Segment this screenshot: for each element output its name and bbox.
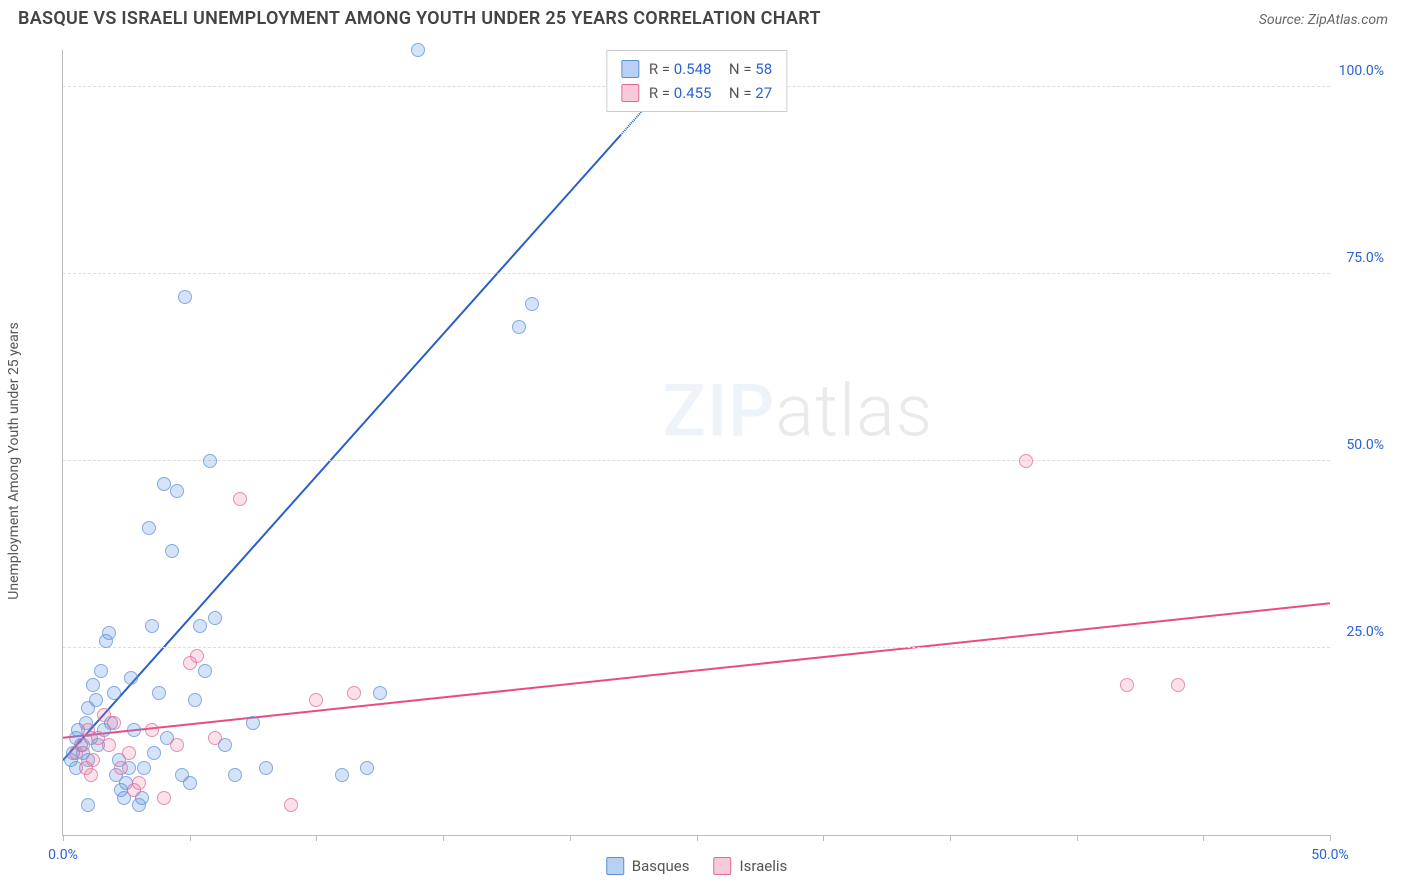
x-tick <box>316 835 317 841</box>
chart-container: Unemployment Among Youth under 25 years … <box>18 42 1388 880</box>
x-tick <box>1203 835 1204 841</box>
x-tick <box>823 835 824 841</box>
data-point <box>107 716 121 730</box>
data-point <box>183 776 197 790</box>
data-point <box>102 626 116 640</box>
data-point <box>208 611 222 625</box>
data-point <box>1120 678 1134 692</box>
watermark: ZIPatlas <box>662 369 933 454</box>
data-point <box>107 686 121 700</box>
y-tick-label: 75.0% <box>1346 250 1384 266</box>
data-point <box>137 761 151 775</box>
data-point <box>76 738 90 752</box>
data-point <box>188 693 202 707</box>
legend-swatch <box>621 84 639 102</box>
data-point <box>193 619 207 633</box>
data-point <box>170 484 184 498</box>
x-tick <box>1330 835 1331 841</box>
data-point <box>124 671 138 685</box>
data-point <box>165 544 179 558</box>
data-point <box>373 686 387 700</box>
source-label: Source: ZipAtlas.com <box>1259 12 1388 28</box>
y-tick-label: 25.0% <box>1346 624 1384 640</box>
x-tick <box>1077 835 1078 841</box>
data-point <box>89 693 103 707</box>
legend-swatch <box>606 857 624 875</box>
data-point <box>228 768 242 782</box>
y-tick-label: 100.0% <box>1339 63 1384 79</box>
data-point <box>86 678 100 692</box>
x-tick <box>63 835 64 841</box>
gridline <box>63 273 1330 274</box>
correlation-legend: R = 0.548 N = 58R = 0.455 N = 27 <box>606 50 787 112</box>
x-tick <box>190 835 191 841</box>
x-tick-label: 50.0% <box>1311 847 1349 863</box>
data-point <box>127 723 141 737</box>
legend-label: Israelis <box>739 857 787 875</box>
data-point <box>170 738 184 752</box>
gridline <box>63 460 1330 461</box>
data-point <box>208 731 222 745</box>
data-point <box>190 649 204 663</box>
data-point <box>142 521 156 535</box>
data-point <box>127 783 141 797</box>
data-point <box>157 791 171 805</box>
legend-row: R = 0.548 N = 58 <box>621 57 772 81</box>
legend-item: Israelis <box>713 857 787 875</box>
data-point <box>114 761 128 775</box>
data-point <box>102 738 116 752</box>
data-point <box>122 746 136 760</box>
data-point <box>178 290 192 304</box>
legend-swatch <box>621 60 639 78</box>
data-point <box>411 43 425 57</box>
x-tick-label: 0.0% <box>48 847 78 863</box>
data-point <box>145 723 159 737</box>
data-point <box>79 761 93 775</box>
data-point <box>94 664 108 678</box>
data-point <box>147 746 161 760</box>
legend-swatch <box>713 857 731 875</box>
legend-row: R = 0.455 N = 27 <box>621 81 772 105</box>
data-point <box>145 619 159 633</box>
chart-title: BASQUE VS ISRAELI UNEMPLOYMENT AMONG YOU… <box>18 8 821 29</box>
data-point <box>284 798 298 812</box>
y-tick-label: 50.0% <box>1346 437 1384 453</box>
data-point <box>347 686 361 700</box>
n-label: N = 27 <box>721 81 772 105</box>
data-point <box>81 798 95 812</box>
data-point <box>203 454 217 468</box>
data-point <box>525 297 539 311</box>
r-label: R = 0.548 <box>649 57 712 81</box>
n-label: N = 58 <box>721 57 772 81</box>
data-point <box>259 761 273 775</box>
data-point <box>233 492 247 506</box>
gridline <box>63 647 1330 648</box>
scatter-plot: ZIPatlas R = 0.548 N = 58R = 0.455 N = 2… <box>62 50 1330 836</box>
data-point <box>512 320 526 334</box>
series-legend: Basques Israelis <box>606 857 788 875</box>
legend-label: Basques <box>632 857 690 875</box>
data-point <box>335 768 349 782</box>
data-point <box>1019 454 1033 468</box>
r-label: R = 0.455 <box>649 81 712 105</box>
y-axis-label: Unemployment Among Youth under 25 years <box>6 322 22 599</box>
data-point <box>360 761 374 775</box>
data-point <box>198 664 212 678</box>
x-tick <box>950 835 951 841</box>
data-point <box>246 716 260 730</box>
data-point <box>152 686 166 700</box>
data-point <box>1171 678 1185 692</box>
x-tick <box>570 835 571 841</box>
x-tick <box>443 835 444 841</box>
data-point <box>309 693 323 707</box>
legend-item: Basques <box>606 857 690 875</box>
x-tick <box>697 835 698 841</box>
